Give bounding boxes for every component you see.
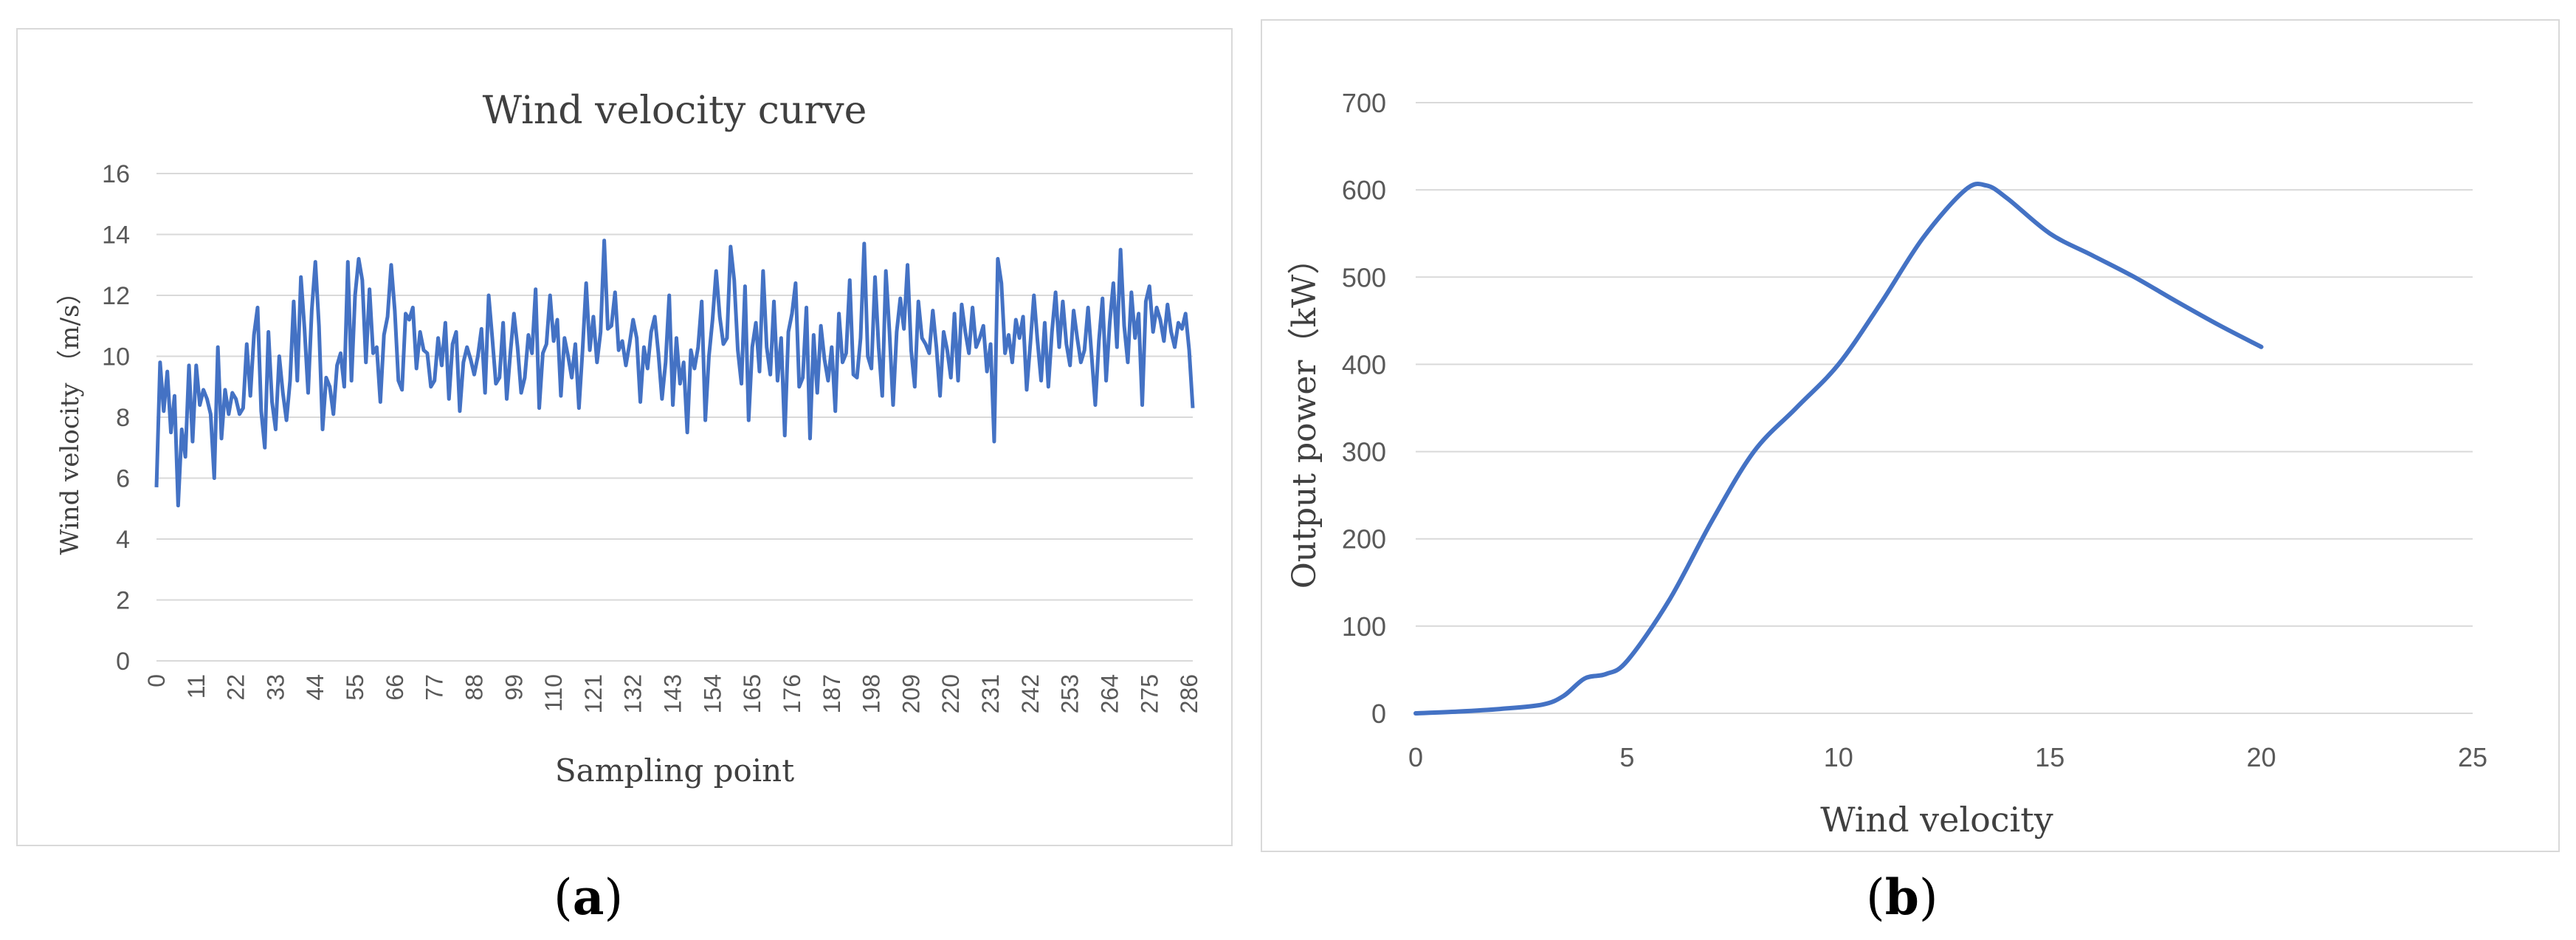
- chart-title: Wind velocity curve: [483, 89, 867, 133]
- wind-velocity-chart: 0 2 4 6 8 10 12 14 16 0 11 22 33 44 55 66 77 88 99 110 121 13…: [55, 89, 1202, 789]
- x-axis-label: Sampling point: [555, 752, 794, 789]
- caption-b-close: ): [1918, 869, 1938, 926]
- x-tick-label: 286: [1176, 674, 1202, 713]
- x-tick-label: 253: [1057, 674, 1084, 713]
- x-tick-label: 0: [1408, 742, 1423, 772]
- y-tick-label: 6: [116, 465, 130, 493]
- x-tick-label: 264: [1096, 674, 1123, 713]
- caption-a: (a): [554, 868, 623, 926]
- y-tick-label: 300: [1342, 437, 1386, 467]
- caption-a-close: ): [604, 869, 624, 926]
- chart-panel-a: 0 2 4 6 8 10 12 14 16 0 11 22 33 44 55 66 77 88 99 110 121 13…: [16, 28, 1233, 846]
- y-tick-label: 2: [116, 587, 130, 615]
- x-tick-label: 88: [461, 674, 487, 701]
- y-tick-label: 0: [116, 648, 130, 676]
- x-axis-label: Wind velocity: [1820, 800, 2053, 840]
- y-tick-label: 0: [1371, 699, 1386, 729]
- x-tick-label: 220: [937, 674, 964, 713]
- x-tick-label: 0: [143, 674, 170, 687]
- x-tick-label: 44: [302, 674, 328, 701]
- caption-a-open: (: [554, 869, 573, 926]
- series-line: [154, 239, 1195, 508]
- x-tick-label: 110: [540, 674, 567, 712]
- y-tick-label: 4: [116, 526, 130, 554]
- power-curve-chart: 0 100 200 300 400 500 600 700 0 5 10 15 20 25 Wind vel…: [1286, 88, 2487, 840]
- y-tick-label: 200: [1342, 524, 1386, 555]
- x-tick-label: 242: [1017, 674, 1044, 713]
- x-tick-label: 275: [1136, 674, 1163, 713]
- x-tick-label: 66: [382, 674, 408, 701]
- x-tick-label: 99: [500, 674, 527, 701]
- x-tick-label: 198: [858, 674, 885, 713]
- x-tick-label: 132: [620, 674, 647, 713]
- y-tick-label: 10: [102, 343, 130, 371]
- x-tick-label: 143: [660, 674, 686, 713]
- caption-b-open: (: [1866, 869, 1885, 926]
- x-tick-label: 187: [819, 674, 845, 713]
- x-tick-label: 231: [977, 674, 1004, 713]
- y-tick-label: 16: [102, 160, 130, 188]
- power-curve-line: [1413, 182, 2264, 716]
- caption-a-letter: a: [572, 868, 605, 926]
- x-tick-label: 11: [183, 674, 210, 699]
- caption-b: (b): [1866, 868, 1938, 926]
- chart-panel-b: 0 100 200 300 400 500 600 700 0 5 10 15 20 25 Wind vel…: [1261, 19, 2560, 852]
- x-tick-label: 25: [2458, 742, 2487, 772]
- y-tick-label: 500: [1342, 262, 1386, 292]
- y-axis-label: Output power（kW）: [1286, 242, 1323, 589]
- caption-b-letter: b: [1884, 868, 1919, 926]
- x-tick-label: 33: [262, 674, 289, 701]
- x-tick-label: 154: [699, 674, 726, 713]
- x-tick-label: 121: [580, 674, 607, 713]
- x-tick-label: 209: [898, 674, 924, 713]
- y-tick-label: 8: [116, 404, 130, 432]
- x-tick-label: 5: [1619, 742, 1634, 772]
- x-tick-label: 55: [342, 674, 368, 701]
- y-axis-label: Wind velocity （m/s）: [55, 279, 85, 555]
- y-tick-label: 400: [1342, 349, 1386, 380]
- x-tick-label: 176: [779, 674, 805, 713]
- x-tick-label: 15: [2035, 742, 2064, 772]
- y-tick-label: 100: [1342, 611, 1386, 642]
- y-tick-label: 14: [102, 222, 130, 250]
- x-tick-label: 77: [421, 674, 448, 701]
- x-tick-label: 165: [739, 674, 765, 713]
- x-tick-label: 10: [1824, 742, 1853, 772]
- y-tick-label: 12: [102, 282, 130, 310]
- x-tick-label: 20: [2247, 742, 2276, 772]
- y-tick-label: 700: [1342, 88, 1386, 118]
- y-tick-label: 600: [1342, 175, 1386, 205]
- x-tick-label: 22: [223, 674, 249, 701]
